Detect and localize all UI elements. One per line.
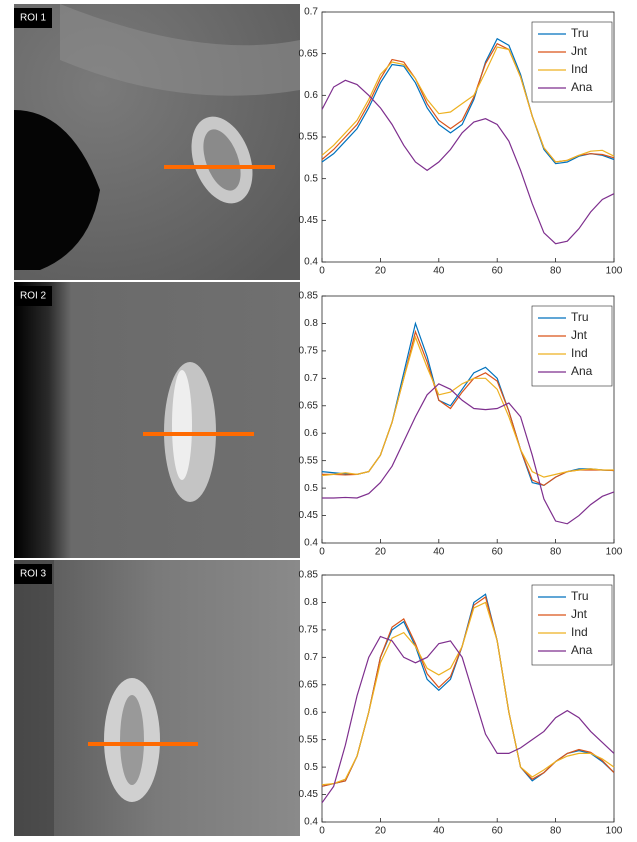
roi-label: ROI 2 bbox=[20, 291, 47, 302]
y-tick-label: 0.55 bbox=[299, 455, 319, 466]
legend-box bbox=[531, 305, 613, 387]
legend-label: Ana bbox=[571, 80, 593, 94]
roi-label-box bbox=[14, 286, 52, 306]
y-tick-label: 0.45 bbox=[299, 789, 319, 800]
legend-label: Ana bbox=[571, 364, 593, 378]
y-tick-label: 0.6 bbox=[304, 428, 318, 439]
y-tick-label: 0.4 bbox=[304, 538, 318, 549]
x-tick-label: 20 bbox=[375, 547, 387, 558]
roi-label-box bbox=[14, 564, 52, 584]
legend-box bbox=[531, 21, 613, 103]
legend-label: Jnt bbox=[571, 607, 588, 621]
y-tick-label: 0.75 bbox=[299, 346, 319, 357]
legend-label: Tru bbox=[571, 26, 589, 40]
x-tick-label: 40 bbox=[433, 547, 445, 558]
y-tick-label: 0.65 bbox=[299, 400, 319, 411]
y-tick-label: 0.45 bbox=[299, 215, 319, 226]
x-tick-label: 80 bbox=[550, 547, 562, 558]
legend-label: Ind bbox=[571, 625, 588, 639]
y-tick-label: 0.8 bbox=[304, 318, 318, 329]
series-line bbox=[321, 37, 615, 165]
roi-label: ROI 1 bbox=[20, 13, 47, 24]
series-line bbox=[321, 335, 614, 478]
y-tick-label: 0.7 bbox=[304, 652, 318, 663]
series-line bbox=[322, 383, 615, 525]
y-tick-label: 0.8 bbox=[304, 597, 318, 608]
y-tick-label: 0.65 bbox=[299, 679, 319, 690]
roi-image-1 bbox=[14, 4, 300, 280]
x-tick-label: 0 bbox=[319, 266, 325, 277]
x-tick-label: 20 bbox=[375, 266, 387, 277]
x-tick-label: 20 bbox=[375, 826, 387, 837]
x-tick-label: 0 bbox=[319, 826, 325, 837]
x-tick-label: 60 bbox=[492, 547, 504, 558]
x-tick-label: 80 bbox=[550, 826, 562, 837]
legend-label: Tru bbox=[571, 589, 589, 603]
series-line bbox=[321, 601, 615, 786]
series-line bbox=[321, 79, 615, 245]
y-tick-label: 0.85 bbox=[299, 291, 319, 302]
y-tick-label: 0.55 bbox=[299, 734, 319, 745]
y-tick-label: 0.4 bbox=[304, 817, 318, 828]
roi-image-2 bbox=[14, 282, 300, 558]
legend-label: Ana bbox=[571, 643, 593, 657]
y-tick-label: 0.5 bbox=[304, 173, 318, 184]
x-tick-label: 40 bbox=[433, 826, 445, 837]
x-tick-label: 0 bbox=[319, 547, 325, 558]
y-tick-label: 0.6 bbox=[304, 707, 318, 718]
y-tick-label: 0.6 bbox=[304, 90, 318, 101]
x-tick-label: 100 bbox=[606, 266, 623, 277]
x-tick-label: 60 bbox=[492, 266, 504, 277]
legend-label: Ind bbox=[571, 346, 588, 360]
series-line bbox=[321, 46, 615, 163]
y-tick-label: 0.7 bbox=[304, 7, 318, 18]
x-tick-label: 100 bbox=[606, 547, 623, 558]
legend-label: Jnt bbox=[571, 328, 588, 342]
legend-label: Tru bbox=[571, 310, 589, 324]
legend-label: Jnt bbox=[571, 44, 588, 58]
y-tick-label: 0.4 bbox=[304, 257, 318, 268]
x-tick-label: 100 bbox=[606, 826, 623, 837]
x-tick-label: 40 bbox=[433, 266, 445, 277]
y-tick-label: 0.5 bbox=[304, 483, 318, 494]
y-tick-label: 0.85 bbox=[299, 570, 319, 581]
roi-label-box bbox=[14, 8, 52, 28]
y-tick-label: 0.75 bbox=[299, 625, 319, 636]
x-tick-label: 60 bbox=[492, 826, 504, 837]
legend-label: Ind bbox=[571, 62, 588, 76]
y-tick-label: 0.45 bbox=[299, 510, 319, 521]
y-tick-label: 0.5 bbox=[304, 762, 318, 773]
x-tick-label: 80 bbox=[550, 266, 562, 277]
series-line bbox=[321, 635, 615, 804]
y-tick-label: 0.7 bbox=[304, 373, 318, 384]
roi-image-3 bbox=[14, 560, 300, 836]
roi-label: ROI 3 bbox=[20, 569, 47, 580]
y-tick-label: 0.65 bbox=[299, 48, 319, 59]
legend-box bbox=[531, 584, 613, 666]
y-tick-label: 0.55 bbox=[299, 132, 319, 143]
